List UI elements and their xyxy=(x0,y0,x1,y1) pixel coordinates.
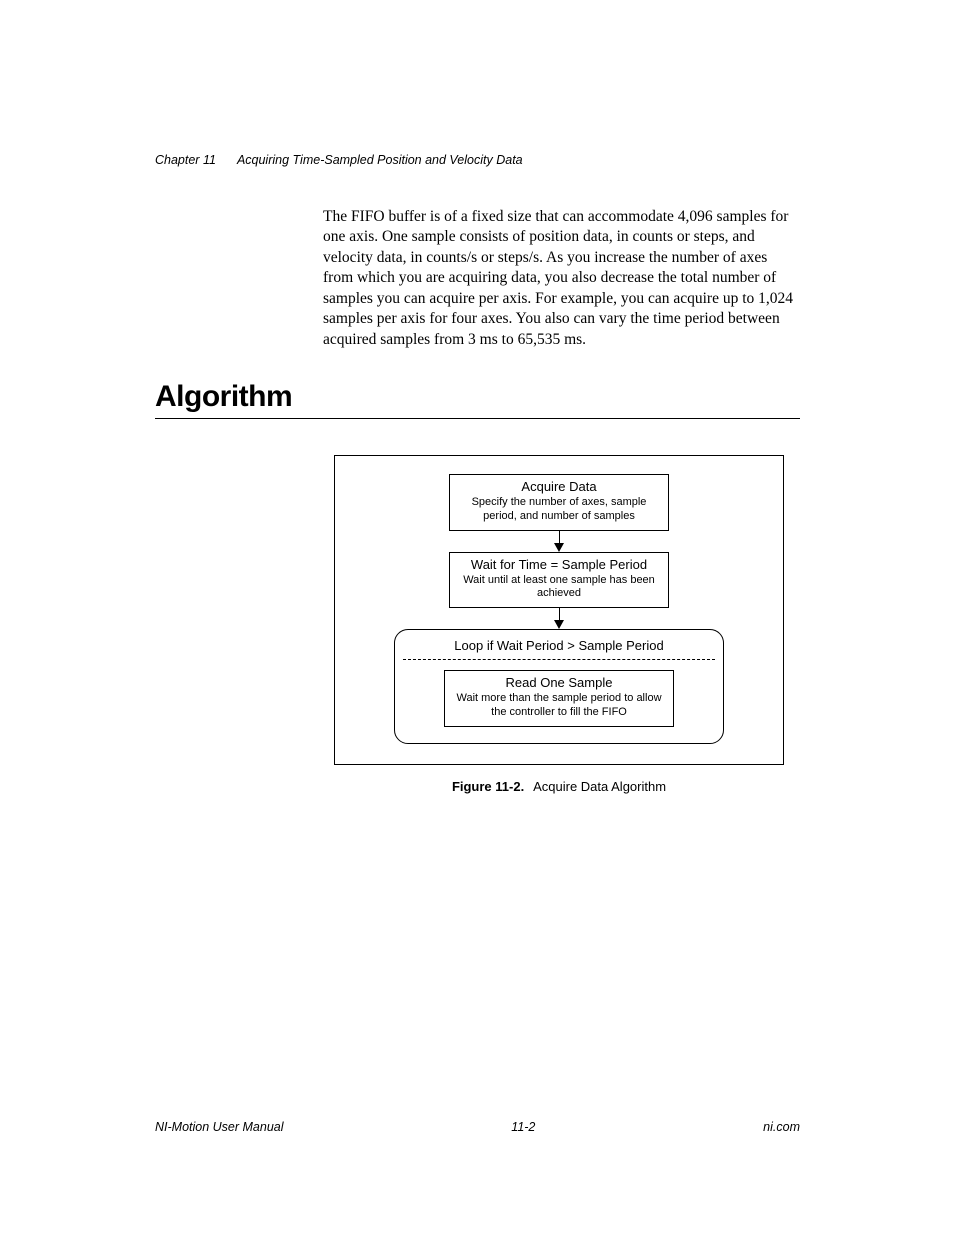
footer-right: ni.com xyxy=(763,1120,800,1134)
loop-dashed-divider xyxy=(403,659,715,660)
chapter-title: Acquiring Time-Sampled Position and Velo… xyxy=(237,153,523,167)
figure-caption: Figure 11-2. Acquire Data Algorithm xyxy=(323,779,795,794)
flow-node-title: Acquire Data xyxy=(456,479,662,494)
flow-node-title: Read One Sample xyxy=(451,675,667,690)
flow-node-read: Read One Sample Wait more than the sampl… xyxy=(444,670,674,727)
section-heading: Algorithm xyxy=(155,380,800,414)
loop-label: Loop if Wait Period > Sample Period xyxy=(403,638,715,653)
flowchart-frame: Acquire Data Specify the number of axes,… xyxy=(334,455,784,765)
flow-node-subtitle: Wait more than the sample period to allo… xyxy=(451,692,667,720)
arrow-stem xyxy=(559,608,560,620)
arrow-stem xyxy=(559,531,560,543)
page-footer: NI-Motion User Manual 11-2 ni.com xyxy=(155,1120,800,1134)
figure-caption-text: Acquire Data Algorithm xyxy=(533,779,666,794)
flow-node-subtitle: Wait until at least one sample has been … xyxy=(456,574,662,602)
figure: Acquire Data Specify the number of axes,… xyxy=(323,455,795,794)
chapter-number: Chapter 11 xyxy=(155,153,216,167)
flow-node-loop: Loop if Wait Period > Sample Period Read… xyxy=(394,629,724,744)
section-rule xyxy=(155,418,800,419)
footer-center: 11-2 xyxy=(511,1120,535,1134)
figure-number: Figure 11-2. xyxy=(452,779,524,794)
flow-node-title: Wait for Time = Sample Period xyxy=(456,557,662,572)
flow-node-wait: Wait for Time = Sample Period Wait until… xyxy=(449,552,669,609)
page-content: Chapter 11 Acquiring Time-Sampled Positi… xyxy=(155,153,800,794)
footer-left: NI-Motion User Manual xyxy=(155,1120,284,1134)
arrow-down-icon xyxy=(554,620,564,629)
body-paragraph: The FIFO buffer is of a fixed size that … xyxy=(323,207,795,350)
arrow-down-icon xyxy=(554,543,564,552)
running-header: Chapter 11 Acquiring Time-Sampled Positi… xyxy=(155,153,800,167)
flow-node-subtitle: Specify the number of axes, sample perio… xyxy=(456,496,662,524)
flow-node-acquire: Acquire Data Specify the number of axes,… xyxy=(449,474,669,531)
